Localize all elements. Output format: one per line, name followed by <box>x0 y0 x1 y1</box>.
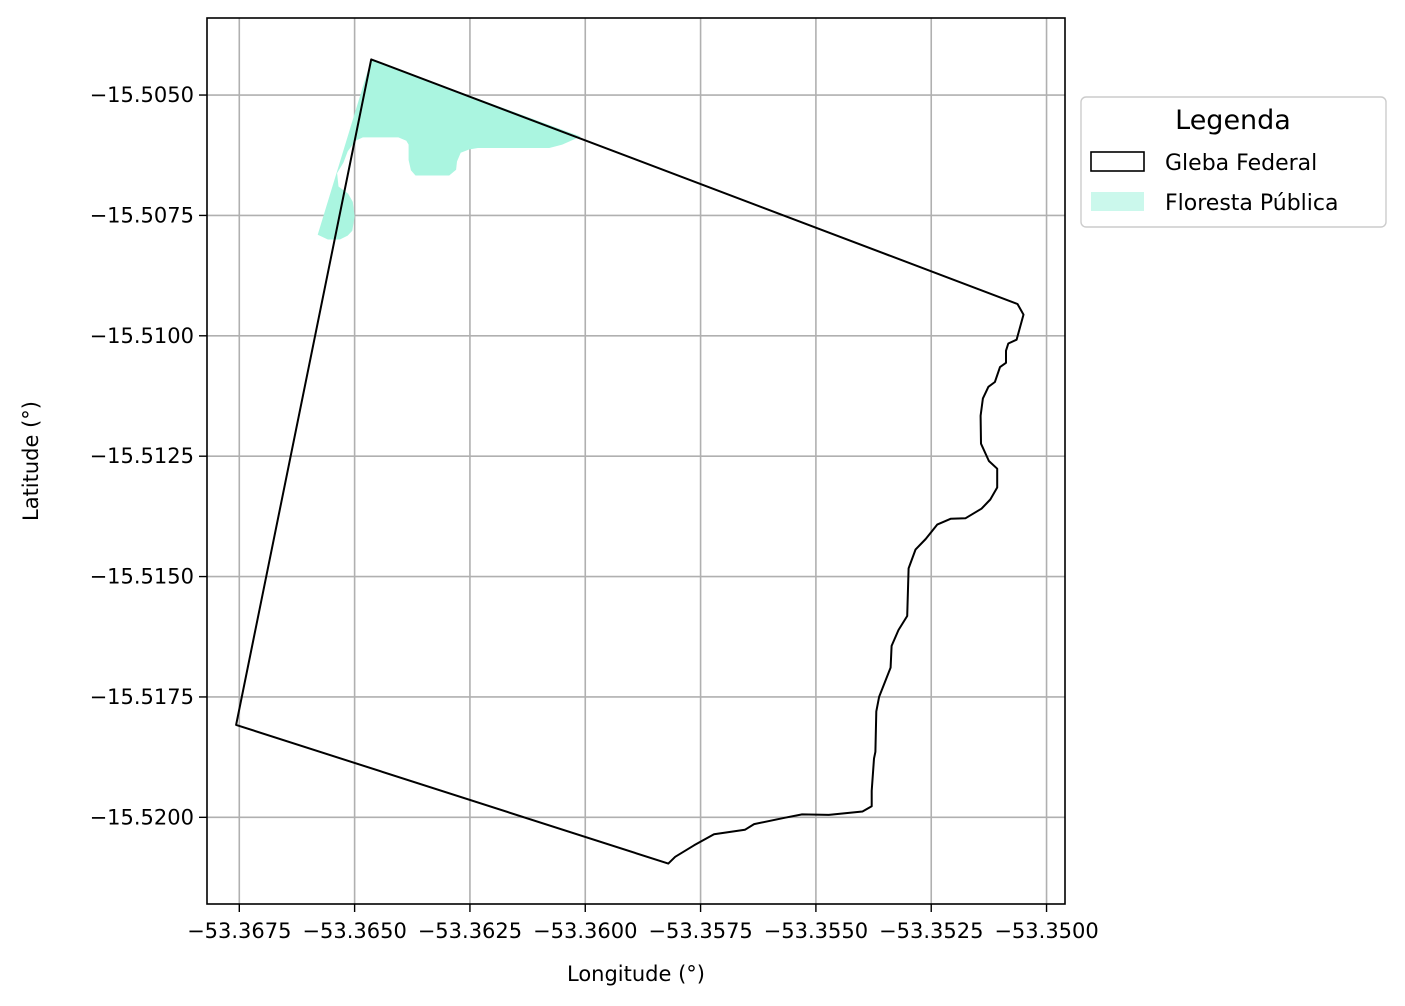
y-tick-label: −15.5125 <box>90 444 194 468</box>
x-axis-ticks: −53.3675 −53.3650 −53.3625 −53.3600 −53.3575… <box>187 904 1099 943</box>
x-tick-label: −53.3650 <box>302 919 406 943</box>
y-tick-label: −15.5075 <box>90 203 194 227</box>
y-tick-label: −15.5050 <box>90 83 194 107</box>
x-tick-label: −53.3525 <box>879 919 983 943</box>
legend-swatch-floresta-publica <box>1091 192 1144 211</box>
x-tick-label: −53.3500 <box>994 919 1098 943</box>
x-tick-label: −53.3625 <box>418 919 522 943</box>
legend-box <box>1080 96 1387 228</box>
y-axis-ticks: −15.5050 −15.5075 −15.5100 −15.5125 −15.5150… <box>90 83 207 829</box>
legend-label-floresta-publica: Floresta Pública <box>1165 191 1338 216</box>
x-tick-label: −53.3600 <box>533 919 637 943</box>
y-tick-label: −15.5150 <box>90 565 194 589</box>
y-axis-label: Latitude (°) <box>19 401 43 521</box>
y-tick-label: −15.5175 <box>90 685 194 709</box>
y-tick-label: −15.5200 <box>90 805 194 829</box>
map-layers <box>235 58 1025 865</box>
x-axis-label: Longitude (°) <box>567 962 705 986</box>
legend-title: Legenda <box>1175 105 1291 136</box>
polygon-gleba-federal <box>235 58 1025 865</box>
y-tick-label: −15.5100 <box>90 324 194 348</box>
grid-lines <box>207 18 1065 904</box>
polygon-floresta-publica <box>317 59 581 240</box>
x-tick-label: −53.3675 <box>187 919 291 943</box>
plot-frame <box>206 17 1066 905</box>
legend-swatch-gleba-federal <box>1090 151 1145 172</box>
x-tick-label: −53.3550 <box>764 919 868 943</box>
x-tick-label: −53.3575 <box>648 919 752 943</box>
legend: Legenda Gleba Federal Floresta Pública <box>1080 96 1387 228</box>
legend-label-gleba-federal: Gleba Federal <box>1165 151 1317 176</box>
